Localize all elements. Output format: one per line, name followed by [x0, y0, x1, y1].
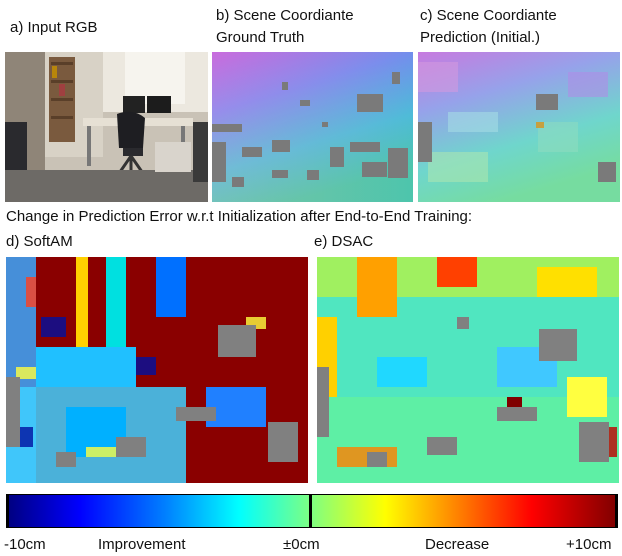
- colorbar-zero-label: ±0cm: [283, 536, 320, 553]
- colorbar-max-label: +10cm: [566, 536, 612, 553]
- scene-coordinate-ground-truth-image: [212, 52, 413, 202]
- change-caption: Change in Prediction Error w.r.t Initial…: [6, 208, 473, 225]
- colorbar-tick-zero: [309, 494, 312, 528]
- panel-c-label-line2: Prediction (Initial.): [420, 29, 541, 46]
- colorbar-tick-max: [615, 494, 618, 528]
- colorbar-decrease-label: Decrease: [425, 536, 490, 553]
- colorbar: [6, 494, 618, 528]
- input-rgb-image: [5, 52, 208, 202]
- scene-coordinate-prediction-image: [418, 52, 620, 202]
- panel-b-label-line1: b) Scene Coordiante: [216, 7, 354, 24]
- softam-error-map: [6, 257, 308, 483]
- panel-c-label-line1: c) Scene Coordiante: [420, 7, 557, 24]
- panel-e-label: e) DSAC: [314, 233, 374, 250]
- colorbar-min-label: -10cm: [4, 536, 46, 553]
- colorbar-improvement-label: Improvement: [98, 536, 186, 553]
- dsac-error-map: [317, 257, 619, 483]
- colorbar-tick-min: [6, 494, 9, 528]
- panel-a-label: a) Input RGB: [10, 19, 98, 36]
- panel-d-label: d) SoftAM: [6, 233, 73, 250]
- panel-b-label-line2: Ground Truth: [216, 29, 305, 46]
